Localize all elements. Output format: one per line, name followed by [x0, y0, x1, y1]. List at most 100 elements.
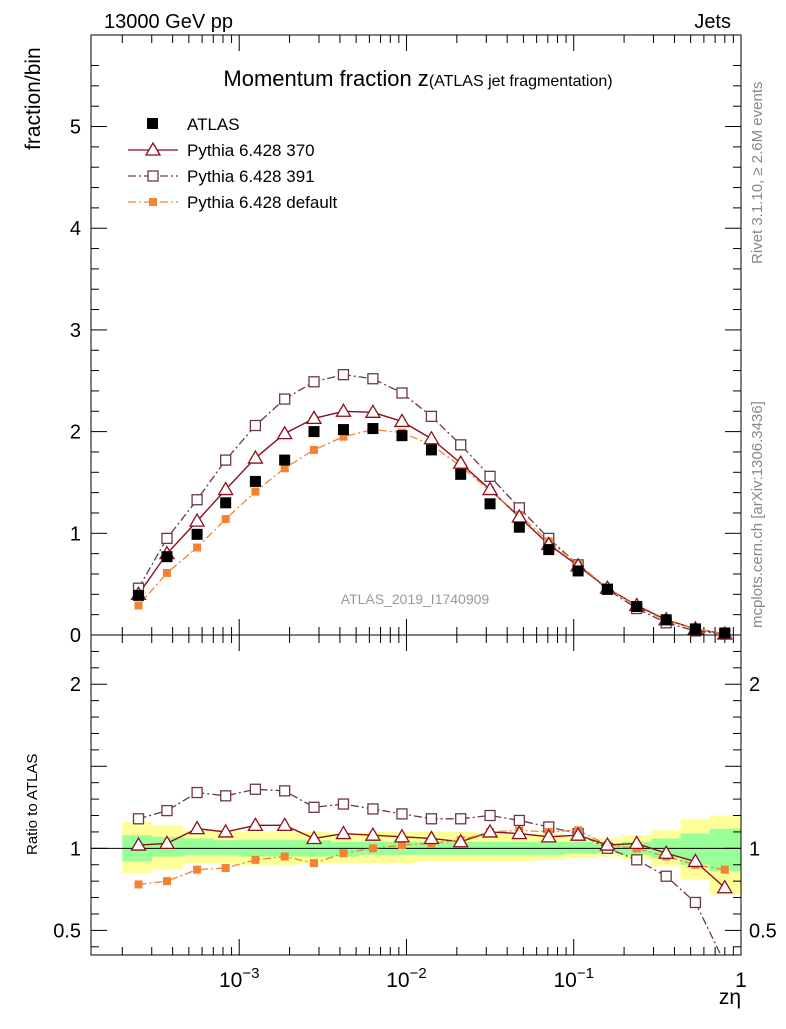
ratio-point-p391: [337, 798, 350, 810]
ratio-point-p370: [393, 828, 411, 843]
main-point-p370: [423, 430, 440, 445]
analysis-id: ATLAS_2019_I1740909: [341, 591, 490, 607]
main-point-p370: [452, 454, 469, 469]
ratio-point-pdefault: [221, 864, 230, 873]
main-point-p391: [191, 494, 203, 506]
axis-ticks: [91, 35, 742, 955]
plot-title: Momentum fraction z(ATLAS jet fragmentat…: [223, 66, 612, 91]
source-label: mcplots.cern.ch [arXiv:1306.3436]: [749, 401, 766, 628]
ratio-point-pdefault: [368, 844, 377, 853]
legend-entry-atlas: ATLAS: [147, 115, 240, 134]
ratio-point-p391: [425, 813, 438, 825]
ratio-point-pdefault: [134, 880, 143, 889]
ratio-point-p370: [511, 825, 528, 840]
band-inner-bin: [330, 841, 360, 857]
main-point-pdefault: [134, 601, 143, 610]
main-point-pdefault: [251, 487, 260, 496]
ratio-point-p370: [305, 830, 323, 845]
main-point-atlas: [161, 551, 173, 563]
legend-entry-p391: Pythia 6.428 391: [128, 167, 315, 186]
ratio-point-p391: [132, 813, 145, 825]
legend-entry-p370: Pythia 6.428 370: [128, 141, 315, 160]
main-point-p370: [335, 402, 352, 417]
main-point-p370: [393, 413, 411, 428]
ratio-point-p370: [687, 853, 704, 868]
ratio-point-p370: [188, 820, 206, 835]
main-point-p391: [367, 373, 379, 385]
main-point-p370: [305, 410, 323, 425]
ratio-point-p370: [481, 823, 499, 838]
ratio-point-p370: [452, 833, 469, 848]
main-point-pdefault: [280, 464, 289, 473]
main-point-atlas: [249, 475, 261, 487]
ratio-point-p391: [191, 786, 203, 799]
main-point-p370: [247, 449, 264, 464]
main-point-p391: [249, 419, 262, 432]
main-point-atlas: [279, 454, 291, 466]
main-point-p391: [337, 369, 350, 381]
ratio-point-pdefault: [280, 852, 289, 861]
energy-label: 13000 GeV pp: [104, 11, 233, 33]
ratio-point-p370: [599, 836, 616, 851]
main-point-p391: [425, 410, 438, 423]
x-tick-label: 10−3: [219, 965, 259, 992]
x-tick-label: 1: [735, 969, 747, 992]
ratio-point-p370: [423, 830, 440, 845]
ratio-y-axis-label: Ratio to ATLAS: [24, 754, 41, 855]
y-tick-label-ratio: 0.5: [53, 920, 81, 942]
main-point-atlas: [484, 498, 496, 510]
main-point-p370: [188, 512, 206, 527]
y-tick-label-ratio-right: 1: [749, 838, 760, 860]
ratio-point-pdefault: [397, 841, 406, 850]
main-point-atlas: [543, 544, 555, 556]
data-markers: [130, 369, 733, 909]
main-point-p391: [308, 376, 320, 388]
main-point-p370: [364, 403, 382, 418]
main-point-p391: [220, 454, 232, 466]
legend: ATLAS Pythia 6.428 370 Pythia 6.428 391 …: [128, 115, 338, 212]
rivet-label: Rivet 3.1.10, ≥ 2.6M events: [749, 82, 766, 265]
ratio-panel-frame: [90, 634, 742, 956]
ratio-point-p391: [455, 813, 467, 825]
y-tick-label-main: 3: [70, 320, 81, 342]
legend-label-pdefault: Pythia 6.428 default: [187, 193, 338, 212]
main-point-p391: [161, 532, 173, 545]
ratio-point-p391: [631, 854, 643, 866]
main-point-atlas: [513, 521, 525, 533]
main-point-atlas: [660, 614, 672, 626]
ratio-point-p391: [367, 803, 379, 815]
ratio-point-p391: [689, 896, 702, 909]
y-tick-label-ratio-right: 2: [749, 674, 760, 696]
ratio-point-p391: [249, 783, 262, 795]
ratio-point-p370: [217, 823, 234, 838]
y-tick-label-main: 5: [70, 117, 81, 139]
tick-labels: 0 1 2 3 4 5 0.5 0.5 1 1 2 2 10−3 10−2 10−1 1: [53, 117, 777, 992]
main-y-axis-label: fraction/bin: [22, 47, 45, 150]
legend-label-atlas: ATLAS: [187, 115, 240, 134]
ratio-point-pdefault: [720, 865, 729, 874]
ratio-point-p370: [335, 825, 352, 840]
main-point-atlas: [191, 528, 203, 540]
ratio-point-p391: [279, 785, 291, 797]
legend-marker-atlas: [147, 118, 158, 129]
main-point-p391: [279, 393, 291, 405]
ratio-point-pdefault: [309, 859, 318, 868]
x-axis-label: zη: [719, 986, 741, 1009]
main-point-atlas: [601, 583, 613, 595]
main-point-p391: [396, 387, 408, 399]
band-inner-bin: [213, 840, 240, 855]
ratio-point-p391: [660, 870, 672, 882]
main-point-p370: [276, 425, 293, 440]
main-point-atlas: [367, 423, 379, 435]
main-point-pdefault: [221, 515, 230, 524]
y-tick-label-main: 4: [70, 218, 81, 240]
ratio-point-pdefault: [339, 849, 348, 858]
main-point-pdefault: [339, 432, 348, 441]
main-point-pdefault: [162, 568, 171, 577]
main-point-atlas: [396, 430, 408, 442]
ratio-point-p370: [247, 817, 264, 832]
legend-label-p391: Pythia 6.428 391: [187, 167, 315, 186]
main-point-p370: [217, 481, 234, 496]
ratio-point-p370: [628, 835, 645, 850]
